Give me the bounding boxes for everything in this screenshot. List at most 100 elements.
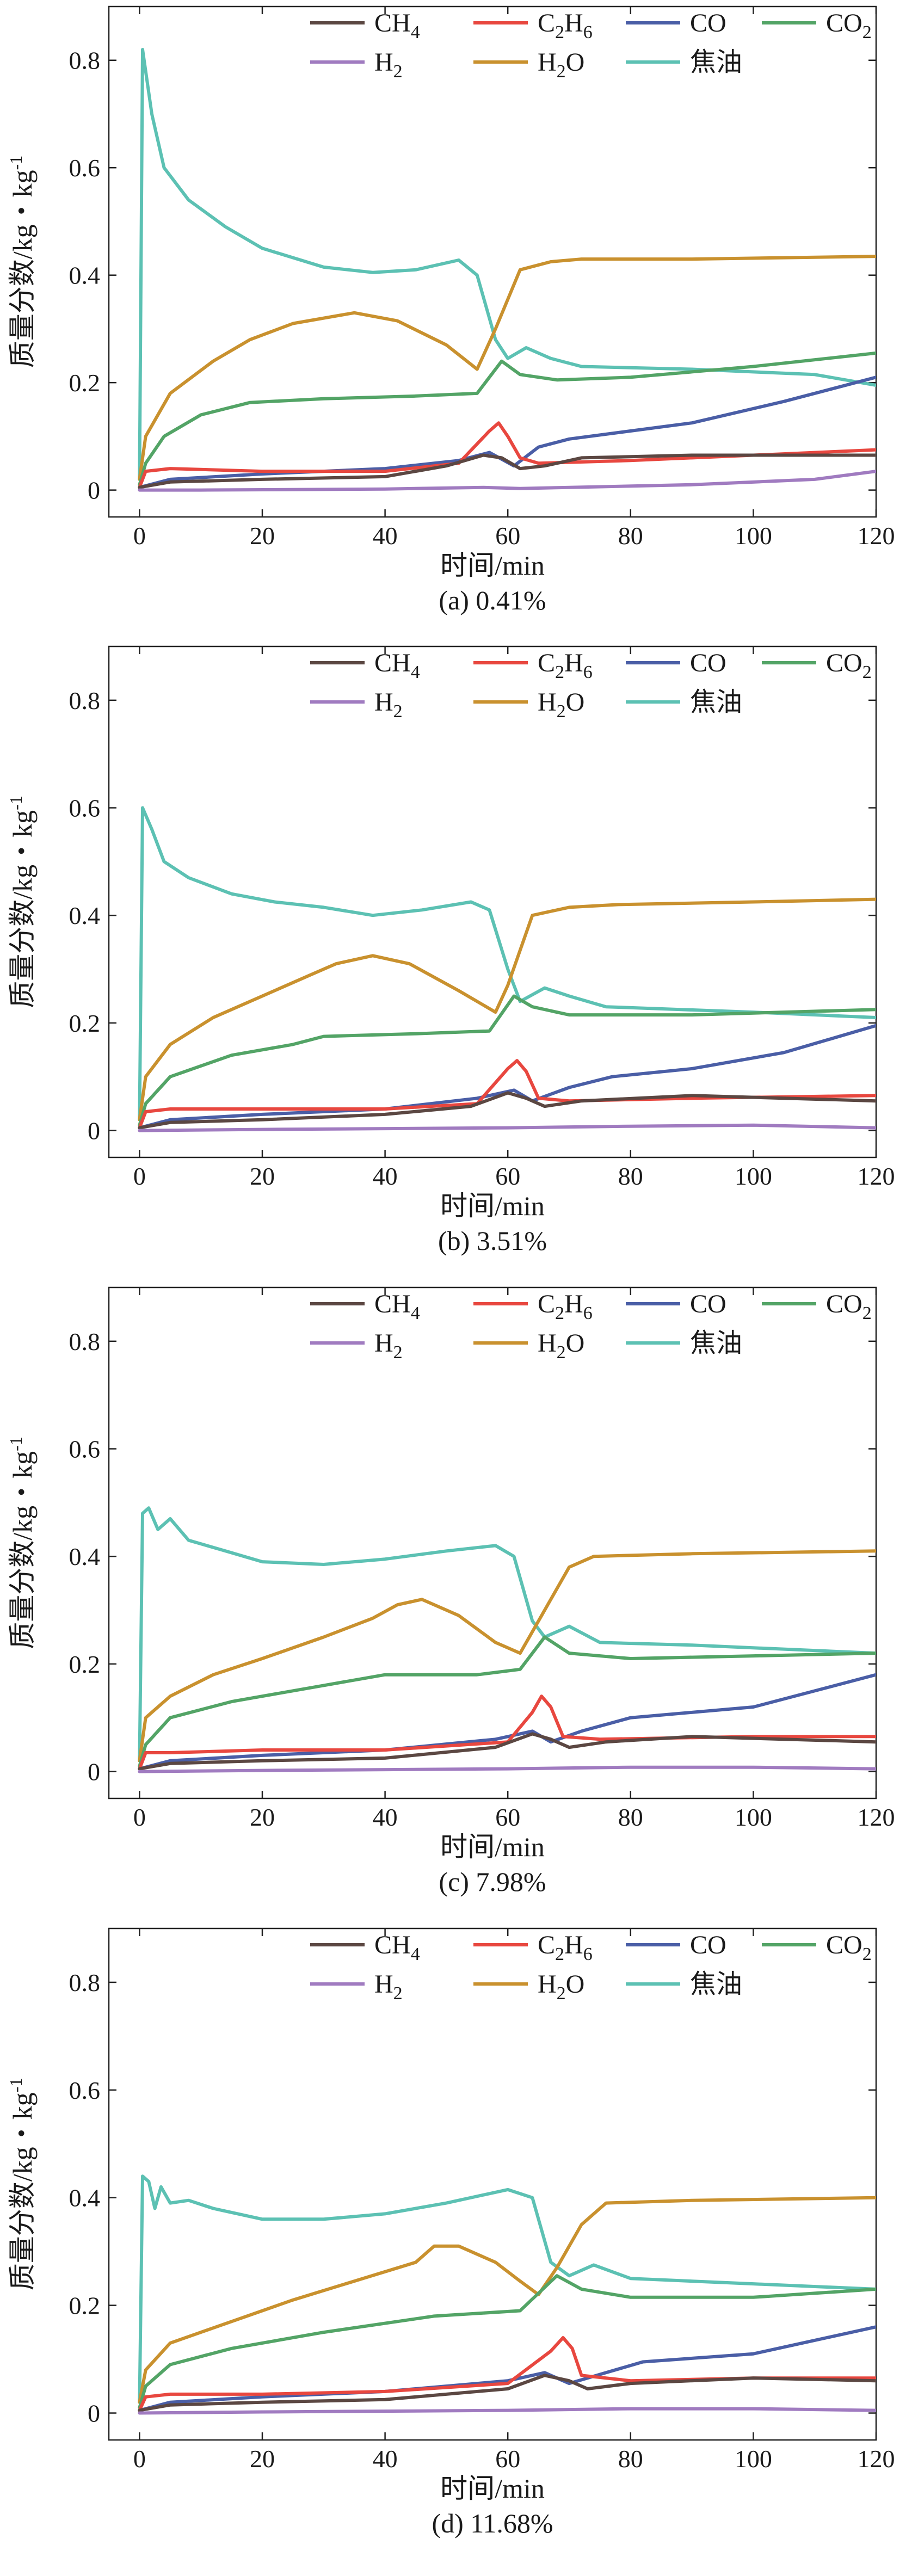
- x-axis-label: 时间/min: [440, 2473, 545, 2504]
- legend-item-c2h6: C2H6: [473, 9, 593, 42]
- series-line-tar: [138, 806, 876, 1121]
- y-tick-label: 0.6: [69, 154, 101, 182]
- panel-caption: (b) 3.51%: [438, 1225, 547, 1256]
- y-tick-label: 0.6: [69, 794, 101, 822]
- x-tick-label: 0: [133, 1162, 146, 1190]
- legend-label-tar: 焦油: [690, 1970, 742, 1999]
- legend-item-co2: CO2: [762, 1931, 872, 1964]
- legend-label-ch4: CH4: [374, 1290, 420, 1323]
- legend-item-h2: H2: [310, 1329, 403, 1363]
- legend-label-co2: CO2: [826, 9, 872, 42]
- legend-label-ch4: CH4: [374, 9, 420, 42]
- legend-label-h2o: H2O: [538, 48, 584, 82]
- legend-label-c2h6: C2H6: [538, 1290, 593, 1323]
- legend-label-co2: CO2: [826, 649, 872, 682]
- legend-item-co2: CO2: [762, 1290, 872, 1323]
- series-line-c2h6: [138, 1059, 876, 1130]
- series-line-c2h6: [138, 1694, 876, 1771]
- y-axis-label: 质量分数/kg・kg-1: [6, 2078, 38, 2291]
- legend-label-tar: 焦油: [690, 688, 742, 717]
- legend-item-ch4: CH4: [310, 649, 420, 682]
- x-tick-label: 80: [618, 1162, 643, 1190]
- y-tick-label: 0.2: [69, 1650, 101, 1678]
- legend-label-h2: H2: [374, 688, 403, 722]
- legend-item-ch4: CH4: [310, 9, 420, 42]
- y-tick-label: 0.6: [69, 1435, 101, 1463]
- legend-item-tar: 焦油: [626, 688, 742, 717]
- x-tick-label: 40: [373, 1162, 398, 1190]
- legend-label-h2o: H2O: [538, 1329, 584, 1363]
- y-axis-label: 质量分数/kg・kg-1: [6, 1437, 38, 1649]
- legend-item-h2o: H2O: [473, 1970, 584, 2004]
- series-line-co: [138, 2325, 876, 2412]
- series-line-h2: [138, 1123, 876, 1132]
- x-tick-label: 40: [373, 522, 398, 550]
- legend-item-co2: CO2: [762, 9, 872, 42]
- series-line-h2o: [138, 255, 876, 481]
- legend-label-ch4: CH4: [374, 649, 420, 682]
- y-tick-label: 0: [88, 2400, 100, 2427]
- legend-label-co: CO: [690, 9, 726, 38]
- y-tick-label: 0: [88, 1758, 100, 1786]
- legend-item-h2o: H2O: [473, 1329, 584, 1363]
- legend-label-co: CO: [690, 1290, 726, 1318]
- legend-item-co: CO: [626, 9, 726, 38]
- series-line-co2: [138, 2274, 876, 2409]
- legend-label-co: CO: [690, 1931, 726, 1959]
- y-tick-label: 0.8: [69, 47, 101, 75]
- x-tick-label: 0: [133, 1803, 146, 1831]
- series-line-ch4: [138, 2374, 876, 2412]
- x-tick-label: 40: [373, 1803, 398, 1831]
- legend-label-tar: 焦油: [690, 48, 742, 77]
- chart-panel-1: 0 20 40 60 80 100 120 0 0.2 0.4 0.6 0.8 CH4 C2H6 CO CO2…: [6, 5, 895, 615]
- y-tick-label: 0.2: [69, 1009, 101, 1037]
- legend-item-co2: CO2: [762, 649, 872, 682]
- series-line-ch4: [138, 453, 876, 489]
- series-line-h2o: [138, 1549, 876, 1762]
- chart-panel-4: 0 20 40 60 80 100 120 0 0.2 0.4 0.6 0.8 CH4 C2H6 CO CO2…: [6, 1927, 895, 2538]
- y-tick-label: 0: [88, 477, 100, 504]
- x-tick-label: 20: [250, 2445, 275, 2473]
- legend-label-c2h6: C2H6: [538, 649, 593, 682]
- plot-frame: [108, 645, 877, 1158]
- series-line-tar: [138, 2174, 876, 2404]
- legend-item-co: CO: [626, 1290, 726, 1318]
- series-line-h2o: [138, 897, 876, 1121]
- y-tick-label: 0.4: [69, 1543, 101, 1570]
- legend-item-h2: H2: [310, 688, 403, 722]
- panel-caption: (d) 11.68%: [432, 2508, 553, 2538]
- x-tick-label: 120: [858, 2445, 895, 2473]
- x-axis-label: 时间/min: [440, 1191, 545, 1221]
- x-tick-label: 80: [618, 2445, 643, 2473]
- legend-label-h2: H2: [374, 48, 403, 82]
- y-tick-label: 0.8: [69, 1969, 101, 1996]
- legend-label-h2: H2: [374, 1329, 403, 1363]
- x-tick-label: 20: [250, 1162, 275, 1190]
- x-tick-label: 80: [618, 522, 643, 550]
- legend-label-tar: 焦油: [690, 1329, 742, 1358]
- series-line-h2: [138, 2407, 876, 2415]
- legend-label-h2: H2: [374, 1970, 403, 2004]
- y-tick-label: 0.2: [69, 369, 101, 397]
- x-tick-label: 60: [495, 522, 520, 550]
- x-tick-label: 120: [858, 522, 895, 550]
- legend-item-h2o: H2O: [473, 688, 584, 722]
- series-line-ch4: [138, 1732, 876, 1771]
- series-line-h2: [138, 1765, 876, 1773]
- legend-item-tar: 焦油: [626, 1970, 742, 1999]
- legend-item-h2: H2: [310, 48, 403, 82]
- panel-caption: (c) 7.98%: [439, 1866, 546, 1897]
- legend-item-ch4: CH4: [310, 1931, 420, 1964]
- x-tick-label: 100: [735, 522, 772, 550]
- x-axis-label: 时间/min: [440, 1832, 545, 1862]
- y-axis-label: 质量分数/kg・kg-1: [6, 796, 38, 1008]
- legend-label-h2o: H2O: [538, 688, 584, 722]
- series-line-co2: [138, 351, 876, 486]
- panel-caption: (a) 0.41%: [439, 585, 546, 615]
- plot-frame: [108, 1286, 877, 1799]
- plot-frame: [108, 1927, 877, 2441]
- x-tick-label: 60: [495, 1162, 520, 1190]
- y-tick-label: 0.4: [69, 2184, 101, 2212]
- x-tick-label: 100: [735, 1162, 772, 1190]
